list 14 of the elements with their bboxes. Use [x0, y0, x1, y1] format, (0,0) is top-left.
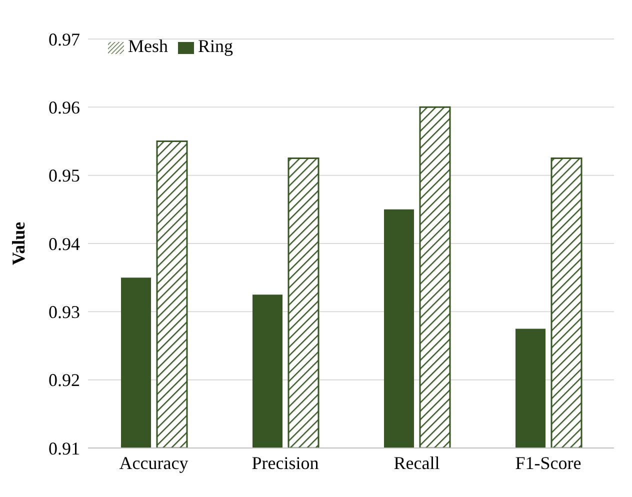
y-tick-label: 0.93: [48, 302, 80, 322]
y-tick-label: 0.94: [48, 234, 80, 254]
y-tick-label: 0.95: [48, 166, 80, 186]
x-tick-label: Accuracy: [119, 452, 188, 473]
y-tick-label: 0.97: [48, 29, 80, 50]
x-tick-label: F1-Score: [515, 452, 582, 473]
y-axis-title: Value: [8, 222, 28, 266]
legend-label: Mesh: [128, 36, 168, 56]
y-tick-label: 0.96: [48, 98, 80, 118]
x-tick-label: Recall: [394, 452, 440, 473]
y-tick-label: 0.91: [48, 438, 80, 458]
x-tick-label: Precision: [252, 452, 319, 473]
y-tick-label: 0.92: [48, 370, 80, 390]
legend-label: Ring: [198, 36, 234, 56]
